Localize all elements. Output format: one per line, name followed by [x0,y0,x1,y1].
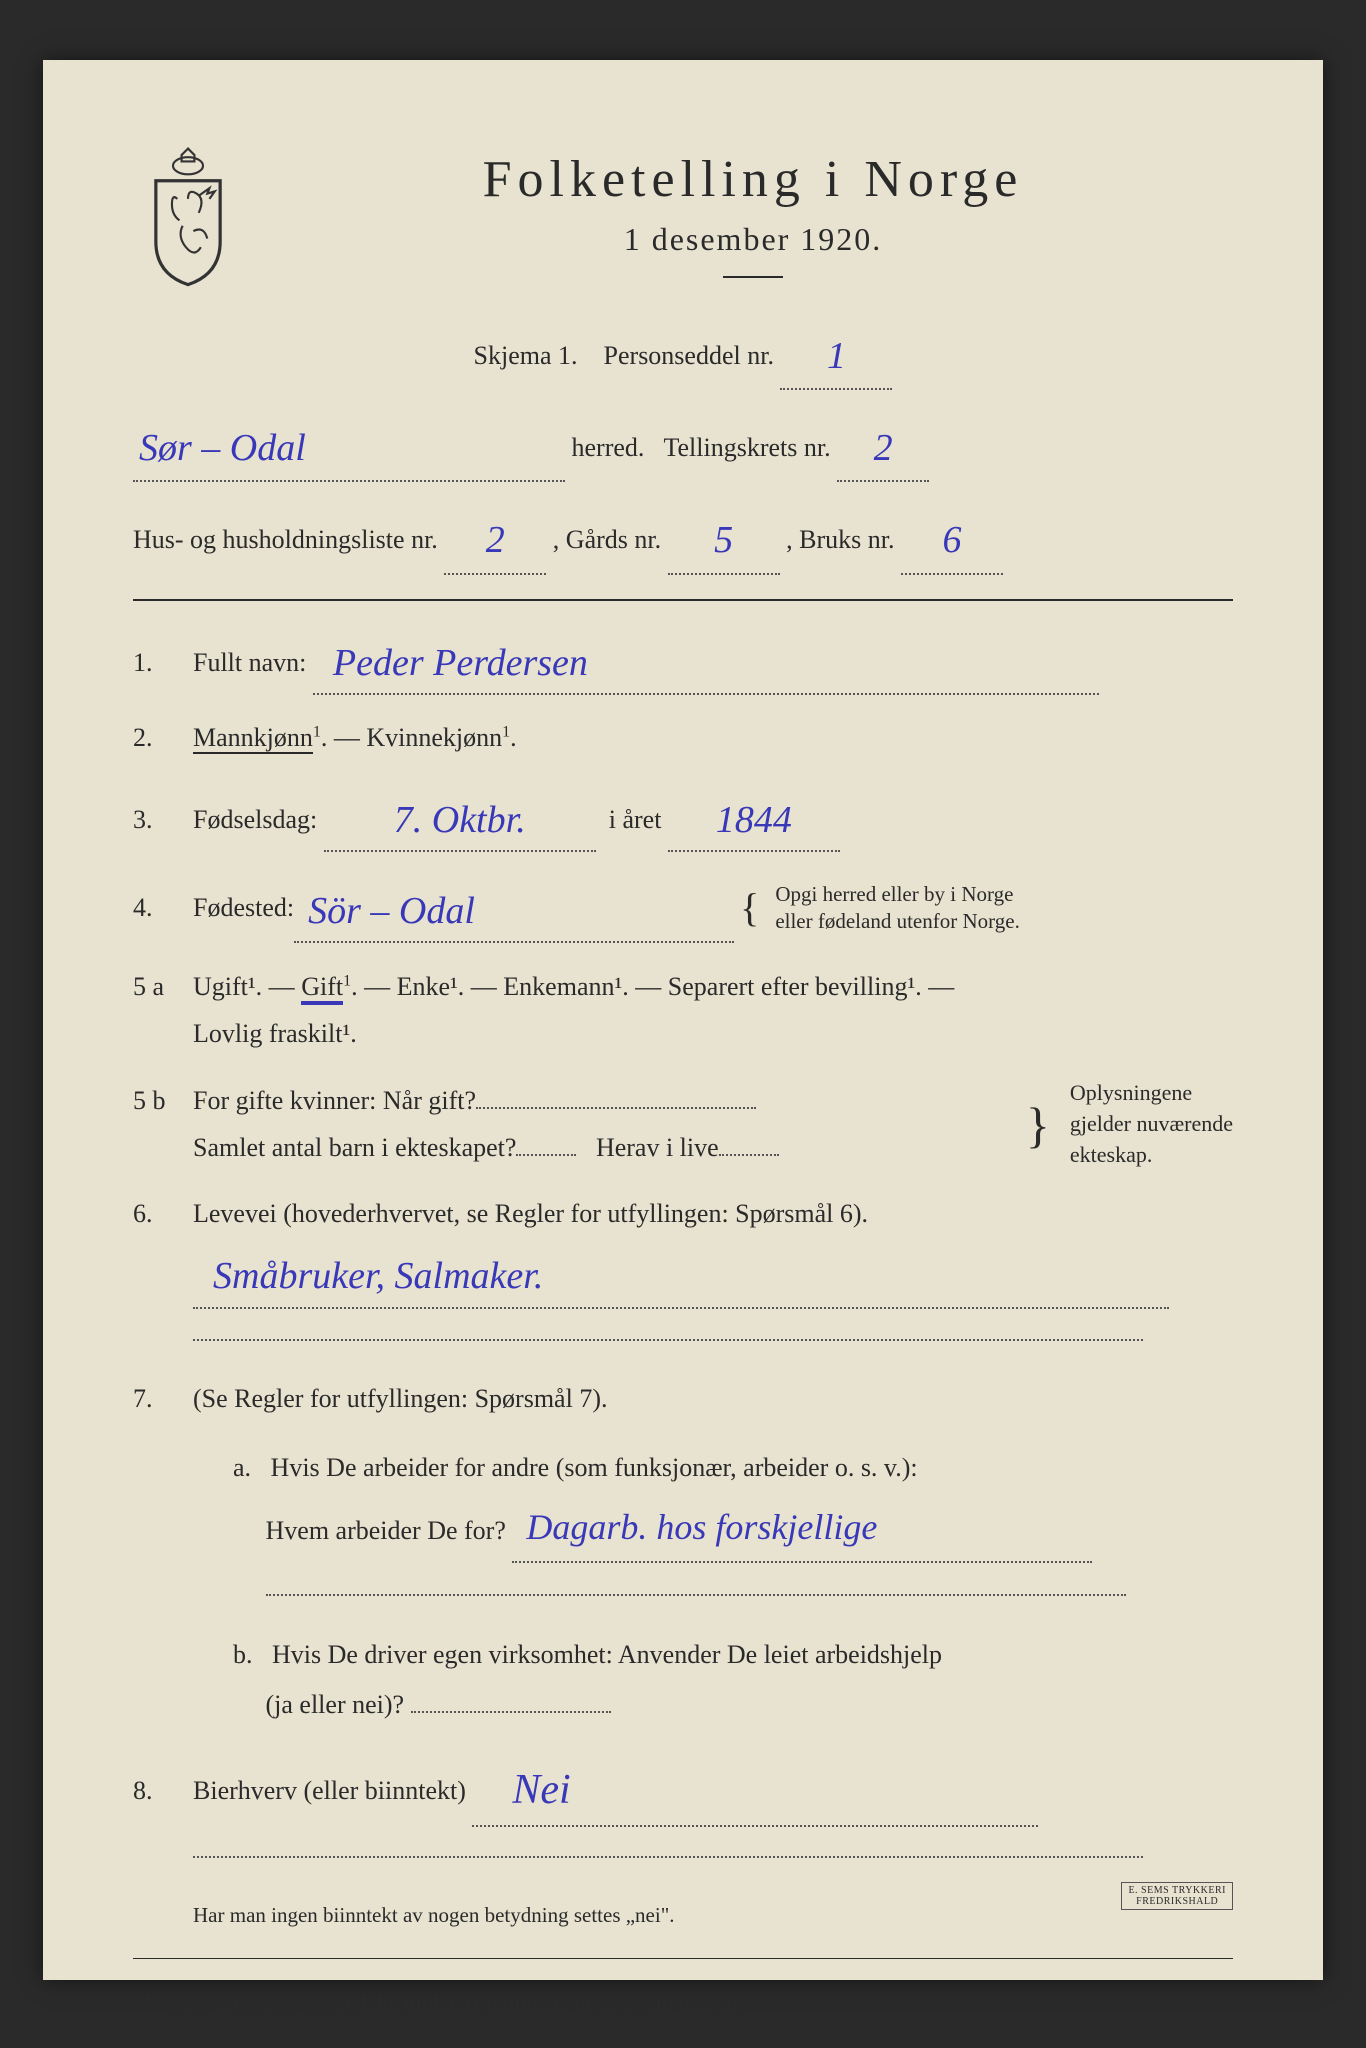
printer1: E. SEMS TRYKKERI [1128,1885,1226,1896]
q7a-l1: Hvis De arbeider for andre (som funksjon… [271,1453,918,1482]
personseddel-label: Personseddel nr. [604,341,774,370]
tellingskrets-nr: 2 [874,427,893,469]
fn-num: 1 [144,1989,152,2006]
q6-row: 6. Levevei (hovederhvervet, se Regler fo… [133,1191,1233,1356]
q5b-note3: ekteskap. [1070,1142,1152,1167]
personseddel-nr: 1 [827,335,846,377]
q5b-l2a: Samlet antal barn i ekteskapet? [193,1133,516,1162]
title-divider [723,276,783,278]
q3-year-label: i året [609,805,662,834]
q5a-row: 5 a Ugift¹. — Gift1. — Enke¹. — Enkemann… [133,964,1233,1058]
q4-value: Sör – Odal [308,890,475,932]
q4-num: 4. [133,885,193,932]
q4-row: 4. Fødested: Sör – Odal { Opgi herred el… [133,872,1233,944]
q7a-label: a. [233,1453,251,1482]
q4-label: Fødested: [193,885,294,932]
q7-row: 7. (Se Regler for utfyllingen: Spørsmål … [133,1376,1233,1423]
q3-day: 7. Oktbr. [394,799,526,841]
coat-of-arms-icon [133,140,243,290]
q2-sep: — [334,723,367,752]
q5b-note1: Oplysningene [1070,1080,1192,1105]
q5b-note2: gjelder nuværende [1070,1111,1233,1136]
q2-opt2: Kvinnekjønn [366,723,502,752]
q5b-l1: For gifte kvinner: Når gift? [193,1086,476,1115]
subtitle: 1 desember 1920. [273,221,1233,258]
q5b-note: Oplysningene gjelder nuværende ekteskap. [1070,1078,1233,1170]
q7b-l1: Hvis De driver egen virksomhet: Anvender… [272,1640,942,1669]
q7a-value: Dagarb. hos forskjellige [526,1507,877,1547]
herred-line: Sør – Odal herred. Tellingskrets nr. 2 [133,408,1233,482]
husliste-label: Hus- og husholdningsliste nr. [133,525,438,554]
bruks-nr: 6 [942,519,961,561]
house-line: Hus- og husholdningsliste nr. 2 , Gårds … [133,500,1233,574]
q8-value: Nei [512,1767,570,1813]
q5a-opts: Ugift¹. — [193,972,301,1001]
footnote-rule [133,1958,1233,1959]
q6-value: Småbruker, Salmaker. [213,1255,543,1297]
q8-row: 8. Bierhverv (eller biinntekt) Nei [133,1749,1233,1873]
bruks-label: , Bruks nr. [786,525,894,554]
q8-num: 8. [133,1768,193,1815]
gaards-label: , Gårds nr. [553,525,661,554]
section-divider [133,599,1233,601]
footnote-1: 1 Her kan svares ved tydelig understrekn… [133,1989,1233,2016]
footer-note: Har man ingen biinntekt av nogen betydni… [193,1903,1233,1928]
title-block: Folketelling i Norge 1 desember 1920. [273,140,1233,296]
form-id-line: Skjema 1. Personseddel nr. 1 [133,316,1233,390]
q7a-l2: Hvem arbeider De for? [266,1516,506,1545]
q3-row: 3. Fødselsdag: 7. Oktbr. i året 1844 [133,782,1233,852]
q5b-num: 5 b [133,1078,193,1125]
herred-value: Sør – Odal [139,427,306,469]
q7a: a. Hvis De arbeider for andre (som funks… [233,1443,1233,1612]
main-title: Folketelling i Norge [273,150,1233,209]
q7b: b. Hvis De driver egen virksomhet: Anven… [233,1630,1233,1729]
q3-label: Fødselsdag: [193,805,317,834]
q1-label: Fullt navn: [193,648,306,677]
skjema-label: Skjema 1. [474,341,578,370]
q4-note2: eller fødeland utenfor Norge. [775,909,1020,933]
q1-num: 1. [133,640,193,687]
herred-label: herred. [572,433,645,462]
q4-note1: Opgi herred eller by i Norge [775,882,1013,906]
tellingskrets-label: Tellingskrets nr. [663,433,830,462]
header: Folketelling i Norge 1 desember 1920. [133,140,1233,296]
q2-opt1: Mannkjønn [193,723,313,754]
q2-row: 2. Mannkjønn1. — Kvinnekjønn1. [133,715,1233,762]
q2-num: 2. [133,715,193,762]
q5a-rest: . — Enke¹. — Enkemann¹. — Separert efter… [351,972,954,1001]
q7-num: 7. [133,1376,193,1423]
printer-mark: E. SEMS TRYKKERI FREDRIKSHALD [1121,1882,1233,1910]
q3-year: 1844 [716,799,792,841]
q1-row: 1. Fullt navn: Peder Perdersen [133,625,1233,695]
gaards-nr: 5 [714,519,733,561]
printer2: FREDRIKSHALD [1136,1896,1218,1907]
q7b-l2: (ja eller nei)? [266,1690,405,1719]
q5a-num: 5 a [133,964,193,1011]
q5b-row: 5 b For gifte kvinner: Når gift? Samlet … [133,1078,1233,1172]
census-form-page: Folketelling i Norge 1 desember 1920. Sk… [43,60,1323,1980]
q5b-l2b: Herav i live [596,1133,719,1162]
husliste-nr: 2 [486,519,505,561]
q3-num: 3. [133,797,193,844]
q5a-line2: Lovlig fraskilt¹. [193,1019,357,1048]
q6-label: Levevei (hovederhvervet, se Regler for u… [193,1199,868,1228]
q7b-label: b. [233,1640,253,1669]
q7-label: (Se Regler for utfyllingen: Spørsmål 7). [193,1384,607,1413]
q6-num: 6. [133,1191,193,1238]
q8-label: Bierhverv (eller biinntekt) [193,1776,466,1805]
q1-value: Peder Perdersen [333,642,588,684]
q5a-gift: Gift [301,972,343,1005]
q4-note: Opgi herred eller by i Norge eller fødel… [775,881,1020,936]
